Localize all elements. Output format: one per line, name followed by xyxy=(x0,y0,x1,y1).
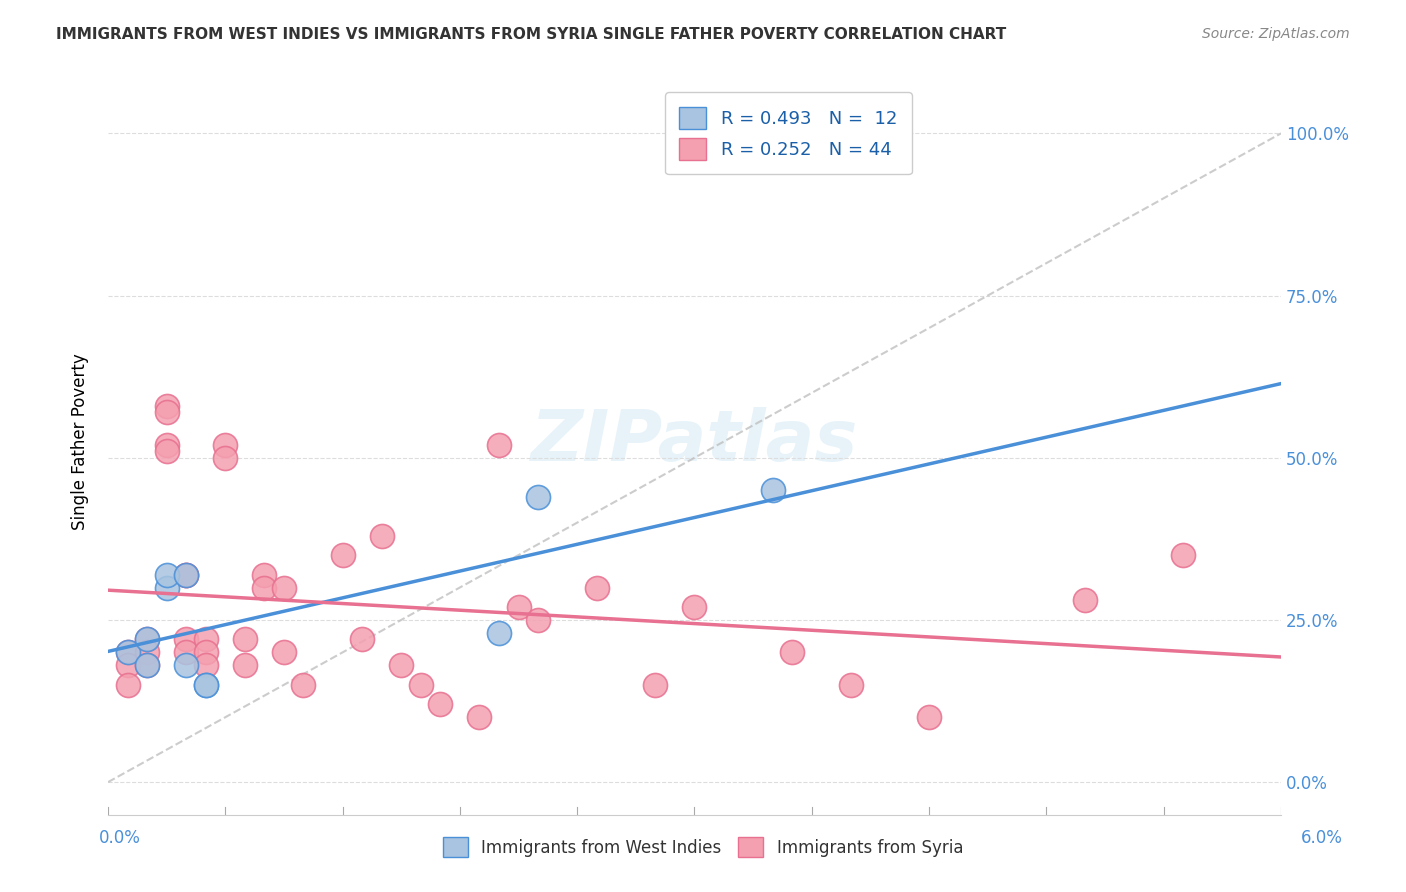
Text: IMMIGRANTS FROM WEST INDIES VS IMMIGRANTS FROM SYRIA SINGLE FATHER POVERTY CORRE: IMMIGRANTS FROM WEST INDIES VS IMMIGRANT… xyxy=(56,27,1007,42)
Point xyxy=(292,678,315,692)
Point xyxy=(194,632,217,647)
Point xyxy=(156,399,179,413)
Point xyxy=(194,658,217,673)
Point xyxy=(644,678,666,692)
Point xyxy=(780,645,803,659)
Point xyxy=(488,626,510,640)
Point xyxy=(352,632,374,647)
Point xyxy=(117,658,139,673)
Point xyxy=(468,710,491,724)
Point xyxy=(839,678,862,692)
Point xyxy=(156,581,179,595)
Point xyxy=(194,678,217,692)
Point xyxy=(273,645,295,659)
Text: 0.0%: 0.0% xyxy=(98,829,141,847)
Point xyxy=(156,405,179,419)
Point xyxy=(156,567,179,582)
Point xyxy=(527,490,550,504)
Point xyxy=(156,444,179,458)
Point xyxy=(683,599,706,614)
Point xyxy=(253,581,276,595)
Point xyxy=(527,613,550,627)
Legend: Immigrants from West Indies, Immigrants from Syria: Immigrants from West Indies, Immigrants … xyxy=(434,829,972,866)
Point xyxy=(174,658,197,673)
Legend: R = 0.493   N =  12, R = 0.252   N = 44: R = 0.493 N = 12, R = 0.252 N = 44 xyxy=(665,93,911,175)
Point xyxy=(1074,593,1097,607)
Point xyxy=(253,567,276,582)
Point xyxy=(1173,548,1195,562)
Point xyxy=(174,567,197,582)
Point xyxy=(117,678,139,692)
Y-axis label: Single Father Poverty: Single Father Poverty xyxy=(72,353,89,530)
Point xyxy=(194,645,217,659)
Point xyxy=(136,658,159,673)
Point xyxy=(233,632,256,647)
Point xyxy=(762,483,785,498)
Point xyxy=(429,698,451,712)
Point xyxy=(136,645,159,659)
Text: ZIPatlas: ZIPatlas xyxy=(531,407,858,476)
Point xyxy=(156,438,179,452)
Point xyxy=(214,438,236,452)
Point xyxy=(174,567,197,582)
Point xyxy=(389,658,412,673)
Point xyxy=(136,632,159,647)
Point xyxy=(370,528,392,542)
Point xyxy=(508,599,530,614)
Point xyxy=(194,678,217,692)
Text: Source: ZipAtlas.com: Source: ZipAtlas.com xyxy=(1202,27,1350,41)
Point xyxy=(273,581,295,595)
Point xyxy=(136,632,159,647)
Point xyxy=(117,645,139,659)
Point xyxy=(174,567,197,582)
Point xyxy=(136,658,159,673)
Point xyxy=(332,548,354,562)
Point xyxy=(117,645,139,659)
Point xyxy=(174,632,197,647)
Text: 6.0%: 6.0% xyxy=(1301,829,1343,847)
Point xyxy=(214,450,236,465)
Point xyxy=(409,678,432,692)
Point xyxy=(233,658,256,673)
Point xyxy=(585,581,607,595)
Point xyxy=(918,710,941,724)
Point xyxy=(488,438,510,452)
Point xyxy=(174,645,197,659)
